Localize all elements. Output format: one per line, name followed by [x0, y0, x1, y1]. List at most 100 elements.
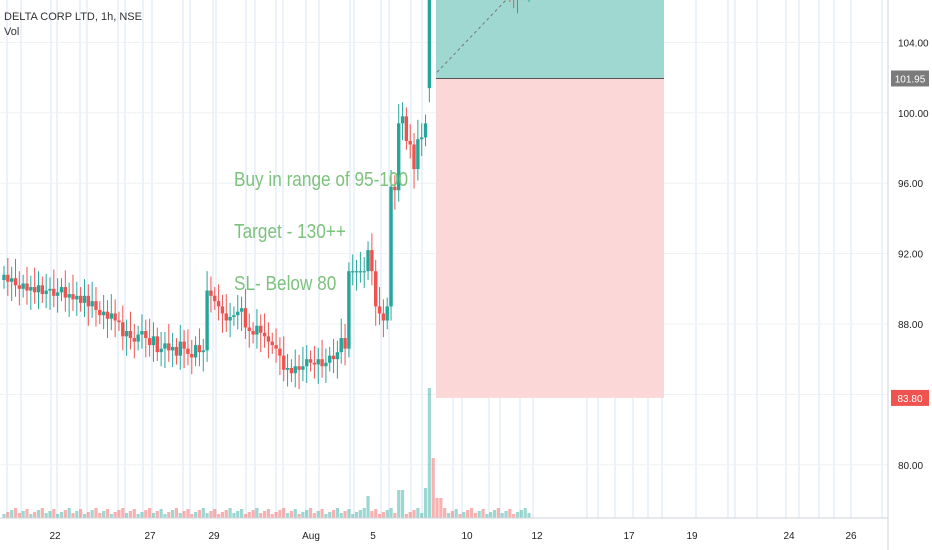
volume-bar-26 — [102, 511, 106, 518]
candle-body-69 — [266, 336, 271, 342]
volume-bar-136 — [523, 508, 527, 518]
volume-bar-11 — [44, 513, 48, 518]
volume-bar-35 — [136, 514, 140, 518]
candle-body-101 — [389, 186, 393, 307]
volume-bar-80 — [308, 508, 313, 518]
volume-bar-59 — [228, 508, 232, 518]
time-tick-label: Aug — [302, 531, 320, 542]
candle-body-72 — [278, 348, 282, 356]
volume-bar-72 — [278, 510, 282, 518]
volume-bar-102 — [393, 513, 397, 518]
candle-body-97 — [374, 271, 378, 307]
volume-bar-12 — [48, 511, 52, 518]
volume-bar-46 — [178, 513, 182, 518]
annotation-target[interactable]: Target - 130++ — [234, 221, 346, 243]
volume-bar-28 — [109, 514, 113, 518]
candle-body-24 — [94, 301, 98, 310]
price-tick-label: 88.00 — [898, 320, 923, 331]
price-badge-entry — [891, 70, 929, 87]
candle-body-78 — [301, 366, 305, 370]
volume-bar-57 — [220, 512, 225, 518]
volume-bar-62 — [239, 509, 244, 518]
volume-bar-19 — [75, 511, 79, 518]
volume-bar-86 — [331, 510, 336, 518]
candle-body-38 — [147, 338, 152, 346]
volume-bar-131 — [504, 511, 508, 518]
volume-bar-0 — [2, 514, 6, 518]
volume-bar-7 — [29, 514, 33, 518]
annotation-buy-range[interactable]: Buy in range of 95-100 — [234, 169, 409, 191]
volume-bar-66 — [255, 508, 259, 518]
time-tick-label: 24 — [783, 531, 795, 542]
price-tick-label: 104.00 — [898, 38, 929, 49]
candle-body-30 — [117, 320, 121, 323]
volume-bar-87 — [335, 508, 339, 518]
volume-bar-45 — [174, 508, 179, 518]
volume-bar-20 — [79, 509, 83, 518]
volume-bar-48 — [186, 509, 190, 518]
volume-bar-83 — [320, 509, 324, 518]
volume-bar-55 — [213, 509, 217, 518]
candle-body-71 — [274, 345, 278, 349]
volume-bar-10 — [40, 508, 44, 518]
volume-bar-137 — [527, 513, 531, 518]
volume-bar-99 — [381, 512, 385, 518]
candle-body-52 — [201, 350, 205, 353]
volume-bar-133 — [512, 514, 516, 518]
candle-body-60 — [232, 315, 236, 317]
volume-bar-27 — [105, 509, 110, 518]
price-badge-entry-text: 101.95 — [895, 74, 926, 85]
time-tick-label: 19 — [686, 531, 698, 542]
candle-body-49 — [190, 353, 194, 358]
candle-body-22 — [86, 295, 91, 307]
candle-body-31 — [121, 322, 125, 337]
volume-bar-128 — [492, 510, 497, 518]
candle-body-73 — [282, 355, 286, 370]
volume-bar-95 — [366, 496, 370, 518]
volume-bar-117 — [450, 511, 454, 518]
volume-bar-71 — [274, 512, 278, 518]
volume-bar-127 — [489, 512, 493, 518]
volume-bar-134 — [515, 512, 520, 518]
volume-bar-76 — [293, 509, 297, 518]
volume-bar-101 — [389, 508, 393, 518]
candle-body-47 — [182, 341, 186, 349]
candle-body-27 — [105, 311, 110, 319]
candle-body-67 — [259, 325, 263, 333]
volume-bar-124 — [477, 511, 481, 518]
candle-body-88 — [339, 338, 343, 353]
volume-bar-67 — [259, 513, 263, 518]
volume-bar-104 — [400, 490, 405, 518]
candle-body-1 — [6, 274, 10, 282]
candle-body-19 — [75, 295, 79, 300]
loss-zone — [436, 78, 664, 398]
candle-body-20 — [78, 295, 83, 303]
candle-body-37 — [144, 331, 148, 339]
candle-body-99 — [381, 313, 386, 321]
volume-bar-51 — [197, 510, 202, 518]
annotation-stop-loss[interactable]: SL- Below 80 — [234, 273, 337, 295]
volume-bar-90 — [347, 509, 351, 518]
volume-bar-121 — [466, 510, 470, 518]
candle-body-75 — [289, 368, 294, 374]
candle-body-103 — [397, 123, 401, 191]
candle-body-4 — [17, 285, 22, 289]
price-tick-label: 96.00 — [898, 179, 923, 190]
candle-body-77 — [297, 366, 301, 370]
candle-body-65 — [251, 331, 255, 335]
candle-body-92 — [354, 271, 359, 273]
volume-bar-56 — [216, 514, 221, 518]
candle-body-5 — [21, 283, 25, 289]
candle-body-84 — [324, 362, 328, 367]
volume-bar-44 — [171, 510, 175, 518]
volume-indicator-label[interactable]: Vol — [4, 26, 20, 38]
candle-body-85 — [328, 355, 332, 363]
candle-body-15 — [59, 287, 64, 293]
symbol-title[interactable]: DELTA CORP LTD, 1h, NSE — [4, 11, 142, 23]
volume-bar-2 — [10, 510, 14, 518]
volume-bar-64 — [247, 512, 251, 518]
candle-body-7 — [29, 287, 33, 291]
time-tick-label: 22 — [49, 531, 61, 542]
volume-bar-29 — [113, 512, 117, 518]
volume-bar-36 — [140, 512, 144, 518]
